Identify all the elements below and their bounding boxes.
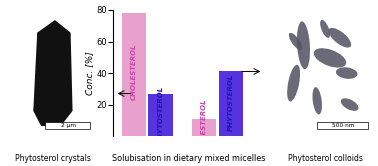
- Ellipse shape: [314, 48, 346, 68]
- Text: PHYTOSTEROL: PHYTOSTEROL: [158, 85, 164, 143]
- Bar: [192, 119, 216, 136]
- Ellipse shape: [320, 20, 330, 38]
- Ellipse shape: [328, 28, 351, 48]
- Text: Phytosterol colloids: Phytosterol colloids: [288, 154, 363, 163]
- Text: Solubisation in dietary mixed micelles: Solubisation in dietary mixed micelles: [112, 154, 266, 163]
- Text: PHYTOSTEROL: PHYTOSTEROL: [228, 74, 234, 131]
- Text: 500 nm: 500 nm: [332, 123, 354, 128]
- FancyBboxPatch shape: [317, 122, 368, 128]
- Ellipse shape: [297, 21, 310, 69]
- Ellipse shape: [289, 33, 302, 50]
- Text: Phytosterol crystals: Phytosterol crystals: [15, 154, 91, 163]
- Polygon shape: [33, 20, 73, 126]
- Ellipse shape: [313, 87, 322, 115]
- FancyBboxPatch shape: [45, 122, 90, 128]
- Ellipse shape: [287, 65, 300, 101]
- Text: 2 μm: 2 μm: [60, 123, 76, 128]
- Bar: [218, 71, 243, 136]
- Bar: [149, 93, 173, 136]
- Y-axis label: Conc. [%]: Conc. [%]: [85, 51, 94, 95]
- Text: CHOLESTEROL: CHOLESTEROL: [131, 44, 137, 100]
- Ellipse shape: [336, 67, 358, 79]
- Ellipse shape: [341, 98, 358, 111]
- Text: CHOLESTEROL: CHOLESTEROL: [201, 99, 207, 155]
- Bar: [122, 13, 146, 136]
